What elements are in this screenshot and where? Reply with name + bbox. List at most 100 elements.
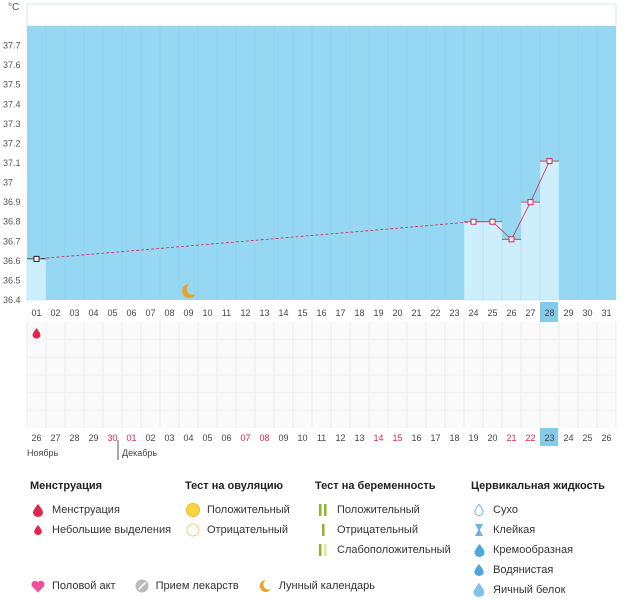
y-tick-label: 36.6 bbox=[3, 256, 21, 266]
legend-label: Отрицательный bbox=[207, 524, 288, 536]
cycle-day-label: 12 bbox=[240, 308, 250, 318]
legend-label: Менструация bbox=[52, 504, 120, 516]
cycle-day-labels: 01 02 03 04 05 06 07 08 09 10 11 12 13 14 15 16 17 18 19 20… bbox=[31, 308, 611, 318]
legend-pregnancy: Тест на беременность Положительный Отриц… bbox=[315, 480, 451, 560]
cycle-day-label: 14 bbox=[278, 308, 288, 318]
date-label: 26 bbox=[601, 433, 611, 443]
cycle-day-label: 26 bbox=[506, 308, 516, 318]
date-label: 23 bbox=[544, 433, 554, 443]
legend-label: Сухо bbox=[493, 504, 518, 516]
date-label: 13 bbox=[354, 433, 364, 443]
cycle-day-label: 16 bbox=[316, 308, 326, 318]
month-label: Декабрь bbox=[122, 448, 157, 458]
legend-cervical: Цервикальная жидкость Сухо Клейкая Кремо… bbox=[471, 480, 605, 600]
date-label: 07 bbox=[240, 433, 250, 443]
heart-icon bbox=[30, 578, 46, 594]
ovulation-negative-icon bbox=[185, 522, 201, 538]
date-label: 28 bbox=[69, 433, 79, 443]
temperature-point bbox=[546, 158, 553, 165]
date-label: 05 bbox=[202, 433, 212, 443]
notes-gridlines bbox=[26, 322, 617, 428]
cycle-day-label: 18 bbox=[354, 308, 364, 318]
current-day-highlight bbox=[540, 302, 558, 322]
temperature-bars bbox=[26, 160, 560, 301]
legend-label: Небольшие выделения bbox=[52, 524, 172, 536]
date-label: 27 bbox=[50, 433, 60, 443]
y-tick-label: 37.1 bbox=[3, 158, 21, 168]
y-tick-label: 37 bbox=[3, 178, 13, 188]
temperature-bar bbox=[482, 221, 503, 301]
month-labels: Ноябрь Декабрь bbox=[27, 448, 157, 458]
cycle-day-label: 08 bbox=[164, 308, 174, 318]
temperature-segment bbox=[492, 221, 512, 240]
legend-item: Лунный календарь bbox=[257, 578, 375, 594]
legend-item: Яичный белок bbox=[471, 580, 605, 600]
legend-label: Слабоположительный bbox=[337, 544, 451, 556]
y-tick-label: 36.7 bbox=[3, 236, 21, 246]
cycle-day-label: 20 bbox=[392, 308, 402, 318]
legend-label: Положительный bbox=[207, 504, 290, 516]
date-label: 24 bbox=[563, 433, 573, 443]
temperature-bar bbox=[501, 239, 522, 301]
cycle-day-label: 01 bbox=[31, 308, 41, 318]
date-label: 10 bbox=[297, 433, 307, 443]
legend-item: Прием лекарств bbox=[134, 578, 239, 594]
date-label: 11 bbox=[317, 433, 326, 443]
legend-item: Положительный bbox=[185, 500, 290, 520]
date-label: 26 bbox=[31, 433, 41, 443]
cycle-day-label: 10 bbox=[202, 308, 212, 318]
date-label: 12 bbox=[335, 433, 345, 443]
date-label: 22 bbox=[525, 433, 535, 443]
sticky-icon bbox=[471, 522, 487, 538]
date-label: 16 bbox=[411, 433, 421, 443]
small-blood-drop-icon bbox=[30, 522, 46, 538]
creamy-icon bbox=[471, 542, 487, 558]
legend-item: Водянистая bbox=[471, 560, 605, 580]
legend-ovulation: Тест на овуляцию Положительный Отрицател… bbox=[185, 480, 290, 540]
date-label: 08 bbox=[259, 433, 269, 443]
legend-item: Кремообразная bbox=[471, 540, 605, 560]
cycle-day-label: 02 bbox=[50, 308, 60, 318]
current-date-highlight bbox=[540, 428, 558, 446]
temperature-bar bbox=[26, 258, 47, 301]
date-label: 20 bbox=[487, 433, 497, 443]
legend-item: Менструация bbox=[30, 500, 171, 520]
cycle-day-label: 15 bbox=[297, 308, 307, 318]
legend-label: Половой акт bbox=[52, 580, 116, 592]
legend-item: Положительный bbox=[315, 500, 451, 520]
temperature-bar bbox=[539, 160, 560, 301]
legend-label: Положительный bbox=[337, 504, 420, 516]
cycle-day-label: 23 bbox=[449, 308, 459, 318]
y-axis-labels: 37.7 37.6 37.5 37.4 37.3 37.2 37.1 37 36.9 36.8 36… bbox=[3, 41, 21, 305]
cycle-day-label: 07 bbox=[145, 308, 155, 318]
y-tick-label: 37.7 bbox=[3, 41, 21, 51]
y-tick-label: 37.2 bbox=[3, 138, 21, 148]
watery-icon bbox=[471, 562, 487, 578]
y-tick-label: 36.8 bbox=[3, 217, 21, 227]
legend-item: Клейкая bbox=[471, 520, 605, 540]
temperature-segment bbox=[530, 160, 550, 203]
legend-item: Слабоположительный bbox=[315, 540, 451, 560]
temperature-point bbox=[470, 218, 477, 225]
legend-item: Отрицательный bbox=[185, 520, 290, 540]
cycle-day-label: 27 bbox=[525, 308, 535, 318]
cycle-day-label: 11 bbox=[222, 308, 231, 318]
temperature-points bbox=[33, 158, 553, 262]
month-label: Ноябрь bbox=[27, 448, 59, 458]
pill-icon bbox=[134, 578, 150, 594]
date-label: 21 bbox=[506, 433, 516, 443]
cycle-day-label: 29 bbox=[563, 308, 573, 318]
y-tick-label: 37.3 bbox=[3, 119, 21, 129]
date-label: 30 bbox=[107, 433, 117, 443]
blood-drop-icon bbox=[30, 502, 46, 518]
legend-ovulation-title: Тест на овуляцию bbox=[185, 480, 284, 492]
temperature-bar bbox=[520, 201, 541, 301]
legend-bottom: Половой акт Прием лекарств Лунный календ… bbox=[30, 578, 375, 594]
pregnancy-negative-icon bbox=[315, 522, 331, 538]
cycle-day-label: 25 bbox=[487, 308, 497, 318]
date-label: 14 bbox=[373, 433, 383, 443]
cycle-day-label: 06 bbox=[126, 308, 136, 318]
moon-icon bbox=[257, 578, 273, 594]
date-label: 17 bbox=[430, 433, 440, 443]
cycle-day-label: 28 bbox=[544, 308, 554, 318]
